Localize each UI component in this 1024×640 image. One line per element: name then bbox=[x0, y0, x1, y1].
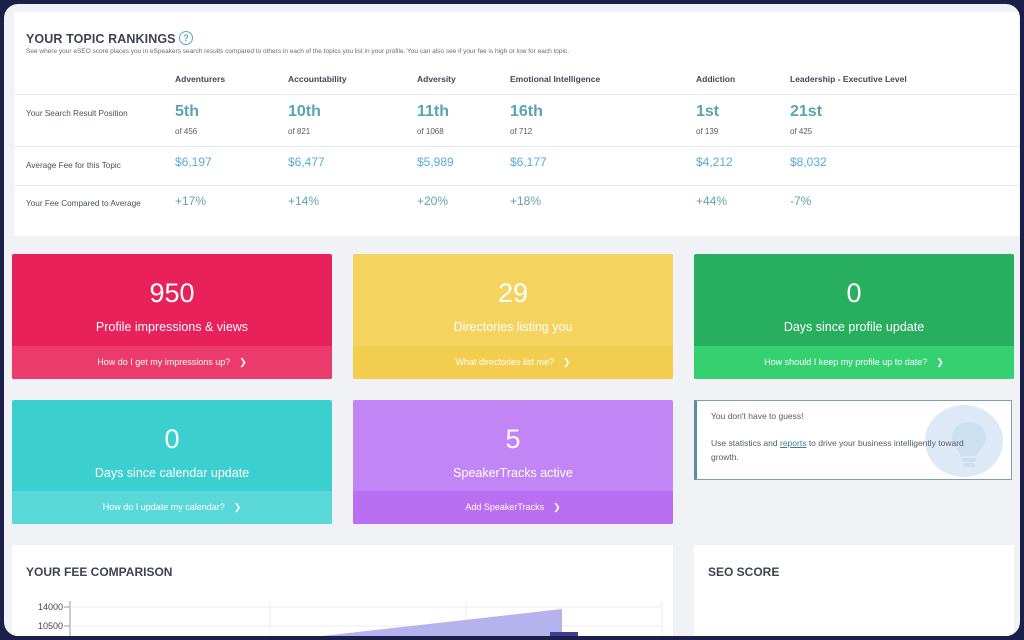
profile-update-value: 0 bbox=[846, 278, 862, 308]
topic-header: Addiction bbox=[696, 74, 736, 84]
position-value: 11th bbox=[417, 103, 450, 120]
position-total: of 712 bbox=[510, 127, 533, 136]
reports-link[interactable]: reports bbox=[779, 438, 807, 448]
topic-rankings-subtitle: See where your eSEO score places you in … bbox=[26, 48, 570, 55]
speakertracks-link-text: Add SpeakerTracks bbox=[465, 502, 545, 512]
calendar-update-value: 0 bbox=[164, 424, 180, 454]
impressions-value: 950 bbox=[149, 278, 195, 308]
chevron-right-icon: ❯ bbox=[936, 357, 944, 367]
tip-callout: You don't have to guess! Use statistics … bbox=[694, 400, 1012, 480]
directories-card: 29 Directories listing you What director… bbox=[353, 254, 673, 379]
fee-range-area bbox=[322, 609, 562, 636]
position-total: of 456 bbox=[175, 127, 198, 136]
fee-compared-value: +18% bbox=[510, 194, 542, 208]
position-value: 5th bbox=[175, 103, 199, 120]
chevron-right-icon: ❯ bbox=[233, 502, 242, 512]
fee-value: $5,989 bbox=[417, 155, 454, 169]
dashboard-frame: YOUR TOPIC RANKINGS ? See where your eSE… bbox=[4, 4, 1020, 636]
directories-link-text: What directories list me? bbox=[455, 357, 554, 367]
position-value: 21st bbox=[790, 103, 823, 120]
seo-score-panel: SEO SCORE bbox=[694, 545, 1014, 636]
directories-value: 29 bbox=[497, 278, 529, 308]
calendar-update-card: 0 Days since calendar update How do I up… bbox=[12, 400, 332, 524]
impressions-label: Profile impressions & views bbox=[95, 320, 249, 334]
calendar-help-link[interactable]: How do I update my calendar? ❯ bbox=[12, 491, 332, 524]
divider bbox=[14, 94, 1019, 95]
topic-rankings-title: YOUR TOPIC RANKINGS bbox=[26, 32, 176, 46]
your-fee-marker bbox=[550, 632, 578, 636]
tip-text-post: to drive your business intelligently tow… bbox=[711, 438, 964, 462]
impressions-card: 950 Profile impressions & views How do I… bbox=[12, 254, 332, 379]
position-value: 10th bbox=[288, 103, 321, 120]
position-total: of 821 bbox=[288, 127, 311, 136]
fee-comparison-title: YOUR FEE COMPARISON bbox=[26, 565, 173, 579]
divider bbox=[14, 185, 1019, 186]
fee-comparison-chart bbox=[64, 601, 663, 636]
fee-compared-value: +17% bbox=[175, 194, 207, 208]
speakertracks-card: 5 SpeakerTracks active Add SpeakerTracks… bbox=[353, 400, 673, 524]
chevron-right-icon: ❯ bbox=[553, 502, 561, 512]
add-speakertracks-link[interactable]: Add SpeakerTracks ❯ bbox=[353, 491, 673, 524]
fee-value: $6,177 bbox=[510, 155, 547, 169]
calendar-update-label: Days since calendar update bbox=[94, 466, 250, 480]
position-total: of 425 bbox=[790, 127, 813, 136]
fee-compared-value: +44% bbox=[696, 194, 728, 208]
lightbulb-glyph-icon bbox=[952, 422, 986, 467]
seo-score-gauge bbox=[694, 545, 1014, 636]
fee-value: $4,212 bbox=[696, 155, 733, 169]
chevron-right-icon: ❯ bbox=[239, 357, 247, 367]
calendar-link-text: How do I update my calendar? bbox=[102, 502, 225, 512]
directories-help-link[interactable]: What directories list me? ❯ bbox=[353, 346, 673, 379]
seo-score-title: SEO SCORE bbox=[708, 565, 780, 579]
directories-label: Directories listing you bbox=[453, 320, 573, 334]
position-value: 16th bbox=[510, 103, 543, 120]
divider bbox=[14, 146, 1019, 147]
profile-update-card: 0 Days since profile update How should I… bbox=[694, 254, 1014, 379]
tip-headline: You don't have to guess! bbox=[711, 411, 804, 421]
row-label-fee: Average Fee for this Topic bbox=[26, 161, 121, 170]
tip-body: Use statistics and reports to drive your… bbox=[711, 436, 971, 464]
fee-comparison-panel: YOUR FEE COMPARISON 14000 10500 bbox=[12, 545, 673, 636]
fee-value: $6,197 bbox=[175, 155, 212, 169]
position-value: 1st bbox=[696, 103, 720, 120]
help-icon[interactable]: ? bbox=[179, 31, 193, 45]
y-tick-label: 10500 bbox=[38, 621, 64, 631]
position-total: of 139 bbox=[696, 127, 719, 136]
topic-header: Adventurers bbox=[175, 74, 226, 84]
topic-rankings-panel: YOUR TOPIC RANKINGS ? See where your eSE… bbox=[14, 12, 1019, 236]
topic-header: Emotional Intelligence bbox=[510, 74, 601, 84]
position-total: of 1068 bbox=[417, 127, 444, 136]
y-tick-label: 14000 bbox=[38, 602, 64, 612]
fee-compared-value: -7% bbox=[790, 194, 812, 208]
impressions-link-text: How do I get my impressions up? bbox=[97, 357, 231, 367]
row-label-position: Your Search Result Position bbox=[26, 109, 128, 118]
profile-update-help-link[interactable]: How should I keep my profile up to date?… bbox=[694, 346, 1014, 379]
chevron-right-icon: ❯ bbox=[562, 357, 571, 367]
topic-header: Leadership - Executive Level bbox=[790, 74, 907, 84]
tip-text-pre: Use statistics and bbox=[711, 438, 780, 448]
row-label-compared: Your Fee Compared to Average bbox=[26, 199, 141, 208]
impressions-help-link[interactable]: How do I get my impressions up? ❯ bbox=[12, 346, 332, 379]
profile-update-link-text: How should I keep my profile up to date? bbox=[764, 357, 928, 367]
topic-header: Adversity bbox=[417, 74, 456, 84]
fee-compared-value: +20% bbox=[417, 194, 449, 208]
fee-value: $6,477 bbox=[288, 155, 325, 169]
topic-header: Accountability bbox=[288, 74, 347, 84]
fee-compared-value: +14% bbox=[288, 194, 320, 208]
speakertracks-value: 5 bbox=[505, 424, 521, 454]
fee-value: $8,032 bbox=[790, 155, 827, 169]
speakertracks-label: SpeakerTracks active bbox=[453, 466, 573, 480]
profile-update-label: Days since profile update bbox=[783, 320, 925, 334]
